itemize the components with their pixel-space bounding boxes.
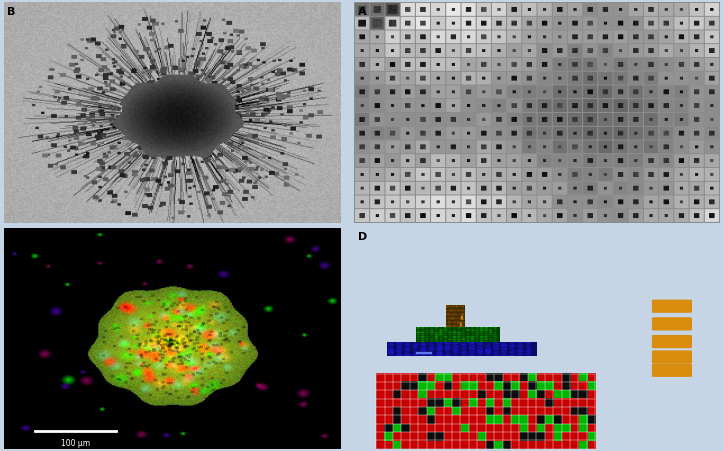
- Text: B: B: [7, 7, 15, 17]
- FancyBboxPatch shape: [652, 317, 692, 331]
- Text: D: D: [358, 232, 367, 242]
- Text: C: C: [7, 232, 15, 242]
- FancyBboxPatch shape: [652, 335, 692, 348]
- FancyBboxPatch shape: [652, 364, 692, 377]
- FancyBboxPatch shape: [652, 350, 692, 364]
- FancyBboxPatch shape: [652, 299, 692, 313]
- Text: 100 μm: 100 μm: [61, 439, 90, 448]
- Text: A: A: [358, 7, 367, 17]
